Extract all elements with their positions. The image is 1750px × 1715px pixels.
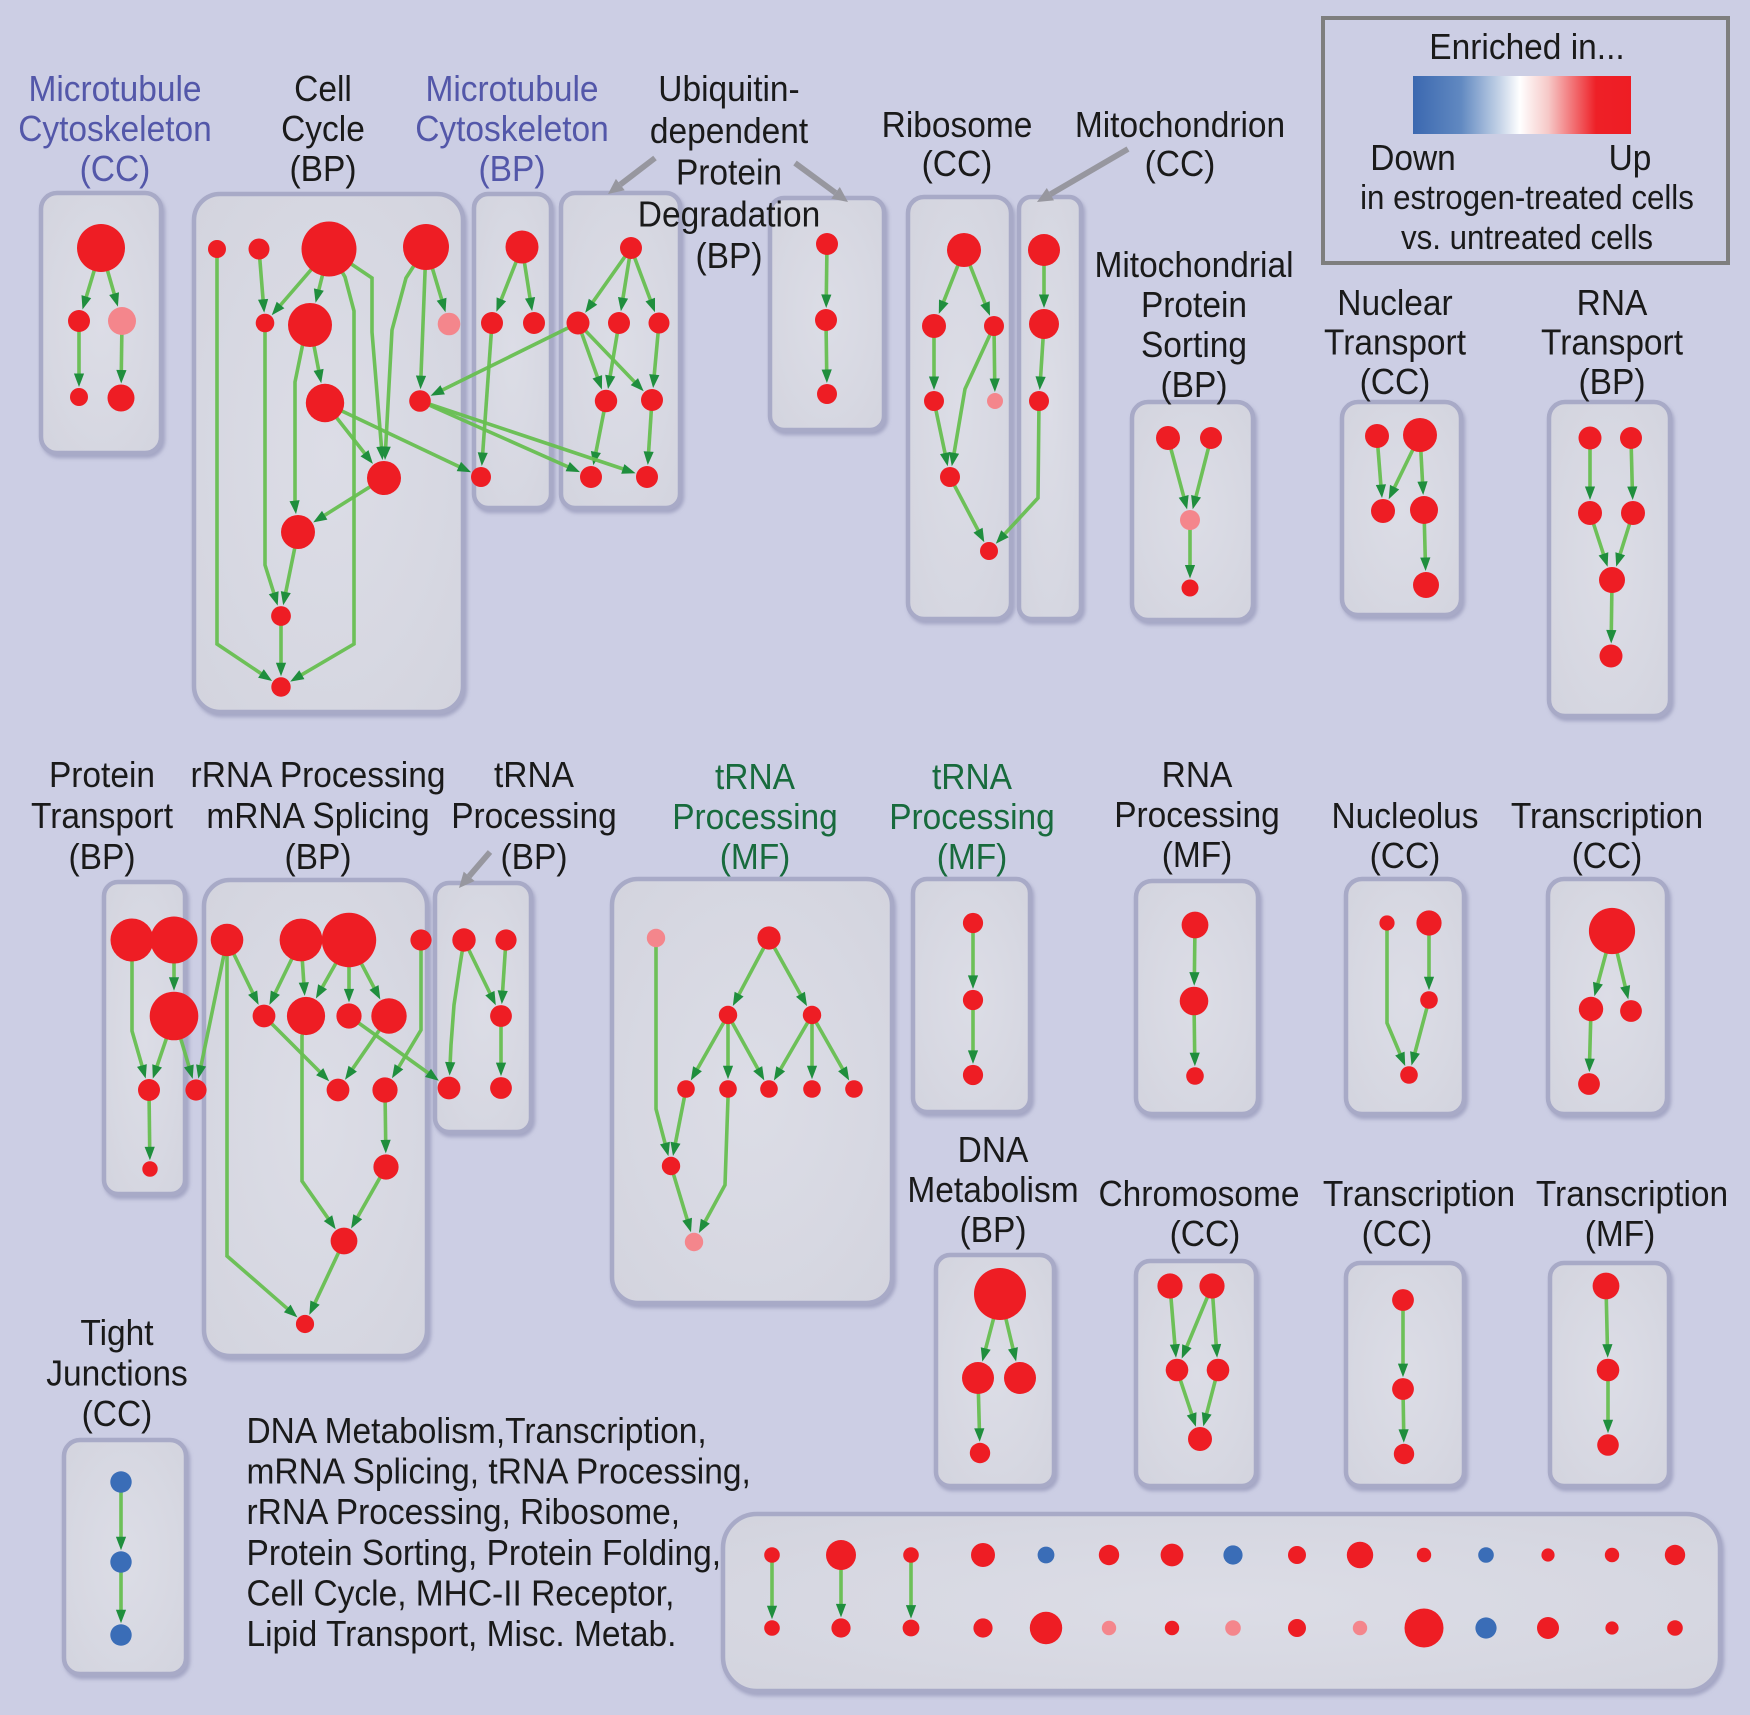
svg-text:Chromosome: Chromosome [1099,1173,1300,1214]
svg-text:Nucleolus: Nucleolus [1332,795,1479,836]
svg-text:(CC): (CC) [1170,1213,1241,1254]
svg-text:Cell Cycle, MHC-II Receptor,: Cell Cycle, MHC-II Receptor, [247,1572,675,1613]
svg-text:(MF): (MF) [1162,834,1233,875]
svg-text:(BP): (BP) [285,836,352,877]
svg-text:Transport: Transport [31,795,173,836]
svg-text:tRNA: tRNA [715,756,795,797]
svg-text:Transport: Transport [1324,322,1466,363]
svg-text:Lipid Transport, Misc. Metab.: Lipid Transport, Misc. Metab. [247,1613,677,1654]
svg-text:Processing: Processing [889,796,1055,837]
svg-text:vs. untreated cells: vs. untreated cells [1401,219,1653,257]
svg-text:(BP): (BP) [696,235,763,276]
svg-text:Enriched in...: Enriched in... [1429,26,1624,67]
svg-text:RNA: RNA [1577,282,1648,323]
svg-text:(CC): (CC) [1572,835,1643,876]
svg-text:Processing: Processing [672,796,838,837]
svg-text:Up: Up [1609,137,1652,178]
svg-text:(BP): (BP) [501,836,568,877]
svg-text:in estrogen-treated cells: in estrogen-treated cells [1360,179,1694,217]
svg-text:(CC): (CC) [1145,143,1216,184]
svg-text:Transcription: Transcription [1323,1173,1515,1214]
svg-text:Down: Down [1370,137,1456,178]
svg-text:tRNA: tRNA [932,756,1012,797]
svg-text:mRNA Splicing: mRNA Splicing [206,795,429,836]
svg-text:(CC): (CC) [1360,361,1431,402]
svg-text:Cytoskeleton: Cytoskeleton [415,108,609,149]
svg-text:(CC): (CC) [82,1393,153,1434]
svg-text:mRNA Splicing, tRNA Processing: mRNA Splicing, tRNA Processing, [247,1451,751,1492]
svg-text:(MF): (MF) [720,836,791,877]
svg-text:(BP): (BP) [1161,364,1228,405]
svg-text:(MF): (MF) [1585,1213,1656,1254]
svg-text:Microtubule: Microtubule [425,68,598,109]
svg-text:(BP): (BP) [1579,361,1646,402]
svg-text:Protein Sorting, Protein Foldi: Protein Sorting, Protein Folding, [247,1532,722,1573]
svg-text:(BP): (BP) [479,148,546,189]
svg-text:Sorting: Sorting [1141,324,1247,365]
svg-text:Ribosome: Ribosome [882,104,1033,145]
svg-text:Microtubule: Microtubule [28,68,201,109]
svg-text:Cell: Cell [294,68,352,109]
svg-text:Ubiquitin-: Ubiquitin- [658,68,799,109]
svg-text:(BP): (BP) [69,836,136,877]
svg-text:Nuclear: Nuclear [1337,282,1452,323]
svg-text:Metabolism: Metabolism [907,1169,1078,1210]
svg-text:Protein: Protein [1141,284,1247,325]
svg-text:(CC): (CC) [80,148,151,189]
svg-text:Transcription: Transcription [1536,1173,1728,1214]
svg-text:Processing: Processing [1114,794,1280,835]
svg-text:tRNA: tRNA [494,754,574,795]
svg-text:DNA Metabolism,Transcription,: DNA Metabolism,Transcription, [247,1410,707,1451]
svg-text:Cycle: Cycle [281,108,365,149]
svg-text:(CC): (CC) [1370,835,1441,876]
svg-text:Protein: Protein [676,152,782,193]
svg-text:Degradation: Degradation [638,193,820,234]
svg-text:rRNA Processing: rRNA Processing [191,754,446,795]
svg-text:Protein: Protein [49,754,155,795]
svg-text:dependent: dependent [650,110,808,151]
svg-text:Cytoskeleton: Cytoskeleton [18,108,212,149]
svg-text:(CC): (CC) [1362,1213,1433,1254]
svg-text:Junctions: Junctions [46,1353,188,1394]
svg-text:(CC): (CC) [922,143,993,184]
svg-text:rRNA Processing, Ribosome,: rRNA Processing, Ribosome, [247,1491,681,1532]
svg-text:(BP): (BP) [960,1209,1027,1250]
svg-text:Tight: Tight [80,1312,153,1353]
svg-text:Mitochondrion: Mitochondrion [1075,104,1285,145]
svg-text:(MF): (MF) [937,836,1008,877]
svg-text:(BP): (BP) [290,148,357,189]
svg-text:Mitochondrial: Mitochondrial [1094,244,1293,285]
svg-text:Transcription: Transcription [1511,795,1703,836]
svg-text:RNA: RNA [1162,754,1233,795]
svg-text:Processing: Processing [451,795,617,836]
svg-text:Transport: Transport [1541,322,1683,363]
svg-text:DNA: DNA [958,1129,1029,1170]
